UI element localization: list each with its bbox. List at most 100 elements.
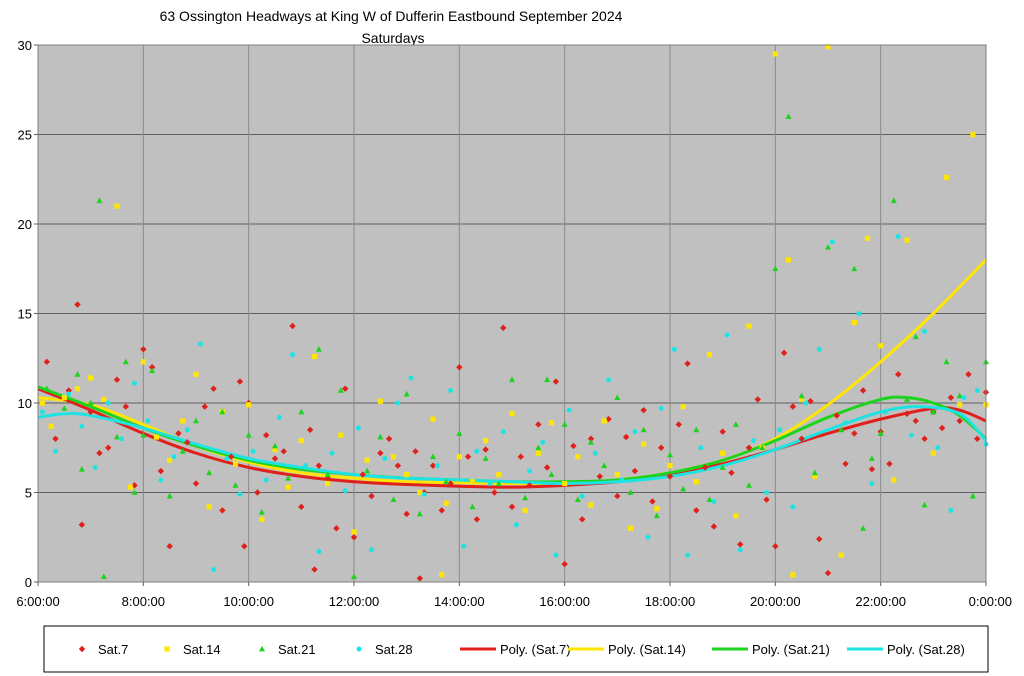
x-tick-label: 0:00:00 [969,594,1012,609]
data-point [258,508,265,515]
data-point [96,197,103,204]
legend-label: Sat.28 [375,642,413,657]
data-point [698,445,704,451]
data-point [456,454,462,460]
data-point [513,522,519,528]
data-point [522,494,529,501]
x-tick-label: 16:00:00 [539,594,590,609]
data-point [860,525,867,531]
data-point [904,396,910,402]
data-point [645,534,651,540]
y-tick-label: 25 [18,128,32,143]
data-point [408,375,414,381]
data-point [337,387,344,393]
data-point [193,371,199,377]
data-point [508,503,516,511]
data-point [311,566,318,573]
trendlines [37,258,988,489]
data-point [974,387,980,393]
data-point [227,453,235,460]
x-tick-label: 22:00:00 [855,594,906,609]
data-point [184,427,190,433]
data-point [167,457,173,463]
data-point [469,503,476,510]
data-point [895,371,902,378]
data-point [78,521,86,528]
data-point [65,387,72,394]
data-point [303,463,309,469]
data-point [737,541,744,548]
data-point [289,322,296,330]
data-point [764,490,770,495]
data-point [912,417,919,425]
data-point [417,489,423,496]
x-tick-label: 10:00:00 [223,594,274,609]
data-point [838,552,844,558]
chart-title: 63 Ossington Headways at King W of Duffe… [160,8,623,24]
data-point [759,444,766,451]
data-point [711,498,717,504]
data-point [197,341,203,347]
data-point [404,472,410,478]
data-point [298,408,305,415]
data-point [772,265,779,272]
data-point [640,406,647,414]
data-point [780,349,788,357]
data-point [482,455,489,461]
data-point [395,400,401,406]
data-point [693,479,699,485]
data-point [667,463,673,469]
y-tick-label: 5 [25,486,32,501]
data-point [720,450,726,456]
data-point [272,446,278,453]
x-tick-label: 12:00:00 [329,594,380,609]
data-point [938,424,946,432]
data-point [364,457,370,463]
data-point [693,426,700,433]
data-point [290,352,296,358]
data-point [824,569,832,577]
series-sat-7 [43,301,990,582]
data-point [728,469,735,477]
data-point [469,479,476,485]
data-point [96,449,103,457]
data-point [965,371,972,378]
data-point [100,573,107,580]
data-point [737,547,743,553]
data-point [789,403,797,410]
data-point [364,467,371,474]
data-point [750,438,756,444]
data-point [947,394,955,401]
data-point [903,410,911,417]
data-point [825,243,831,250]
data-point [350,534,358,541]
data-point [201,403,208,410]
data-point [601,462,608,469]
data-point [421,491,427,497]
legend-item: Sat.7 [78,642,128,657]
data-point [587,435,595,442]
data-point [316,549,322,555]
data-point [377,449,384,457]
data-point [772,51,778,57]
data-point [390,496,397,503]
data-point [193,417,199,424]
data-point [970,131,976,138]
data-point [180,418,186,424]
data-point [140,431,147,438]
data-point [403,510,410,518]
data-point [61,395,67,401]
data-point [575,454,581,460]
data-point [807,398,814,405]
data-point [627,489,634,495]
data-points [39,44,990,582]
data-point [745,444,753,451]
data-point [236,378,244,385]
data-point [315,346,322,352]
data-point [675,421,682,428]
data-point [385,435,393,442]
data-point [851,319,857,326]
data-point [912,333,919,340]
data-point [114,203,120,209]
data-point [790,504,796,510]
